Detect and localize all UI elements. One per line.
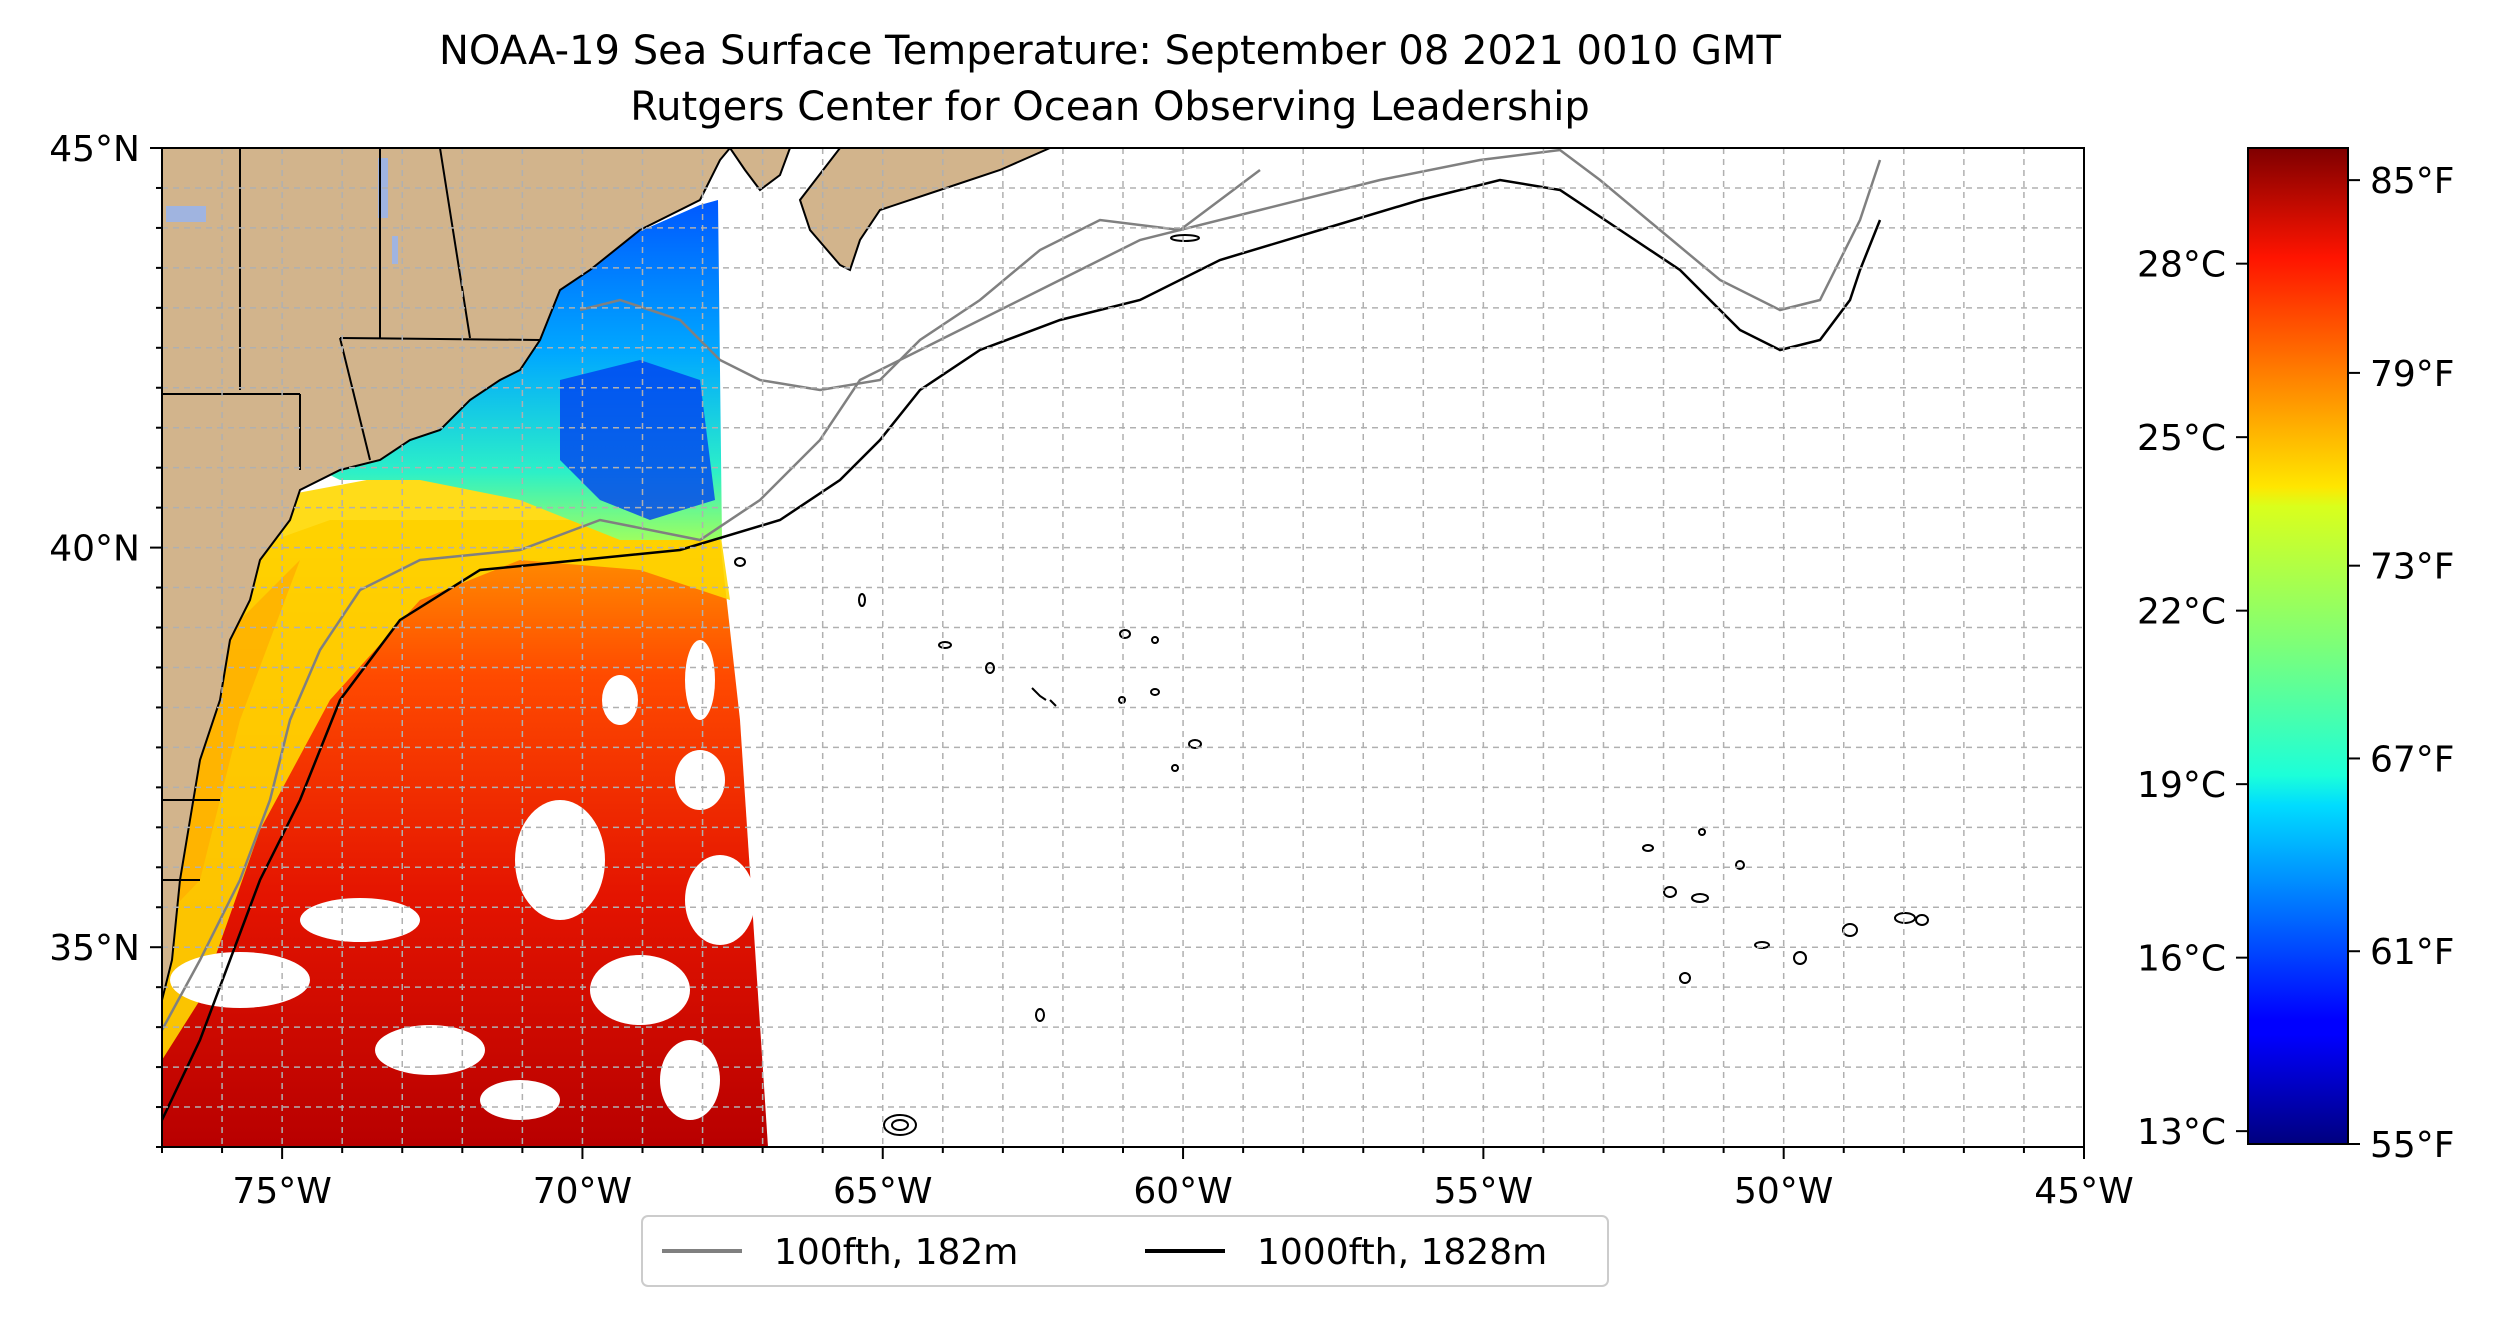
legend: 100fth, 182m 1000fth, 1828m [641,1215,1609,1287]
isobath-100fth [162,148,1882,1031]
colorbar-f-tick-label: 61°F [2370,932,2455,973]
x-tick-label: 45°W [2034,1171,2133,1212]
colorbar: 55°F 61°F 67°F 73°F 79°F 85°F 13°C 16°C 19°C 22°… [2137,147,2455,1166]
colorbar-c-tick-label: 22°C [2137,592,2226,633]
figure-subtitle: Rutgers Center for Ocean Observing Leade… [630,84,1590,130]
y-axis-ticks: 45°N 40°N 35°N [49,129,162,1148]
colorbar-c-tick-label: 25°C [2137,418,2226,459]
colorbar-c-tick-label: 13°C [2137,1112,2226,1153]
colorbar-fahrenheit-ticks: 55°F 61°F 67°F 73°F 79°F 85°F [2348,161,2455,1166]
x-tick-label: 55°W [1434,1171,1533,1212]
y-tick-label: 40°N [49,529,140,570]
isobath-1000fth [162,178,1882,1121]
land-nova-scotia [798,148,1051,272]
land-nova-scotia-north [728,148,792,192]
colorbar-f-tick-label: 55°F [2370,1125,2455,1166]
map-panel: 75°W 70°W 65°W 60°W 55°W 50°W 45°W 45°N 40°N 35°… [49,129,2133,1212]
x-tick-label: 70°W [533,1171,632,1212]
legend-label-1000fth: 1000fth, 1828m [1257,1232,1547,1273]
colorbar-c-tick-label: 16°C [2137,939,2226,980]
colorbar-gradient [2247,147,2349,1145]
colorbar-f-tick-label: 73°F [2370,547,2455,588]
x-axis-ticks: 75°W 70°W 65°W 60°W 55°W 50°W 45°W [161,1147,2134,1212]
x-tick-label: 75°W [232,1171,331,1212]
colorbar-c-tick-label: 28°C [2137,245,2226,286]
legend-frame [641,1215,1609,1287]
gridlines [162,148,2084,1147]
colorbar-f-tick-label: 79°F [2370,354,2455,395]
state-borders [162,148,541,881]
seamounts [734,234,1929,1136]
x-tick-label: 60°W [1133,1171,1232,1212]
colorbar-celsius-ticks: 13°C 16°C 19°C 22°C 25°C 28°C [2137,245,2248,1153]
colorbar-c-tick-label: 19°C [2137,765,2226,806]
sst-gulf-maine [560,360,715,520]
legend-label-100fth: 100fth, 182m [774,1232,1018,1273]
colorbar-f-tick-label: 67°F [2370,739,2455,780]
figure-title: NOAA-19 Sea Surface Temperature: Septemb… [439,28,1782,74]
y-tick-label: 45°N [49,129,140,170]
sst-shelf-region [162,470,730,1060]
x-tick-label: 65°W [833,1171,932,1212]
y-tick-label: 35°N [49,928,140,969]
x-tick-label: 50°W [1734,1171,1833,1212]
sst-coastal-warm [162,560,300,920]
colorbar-f-tick-label: 85°F [2370,161,2455,202]
